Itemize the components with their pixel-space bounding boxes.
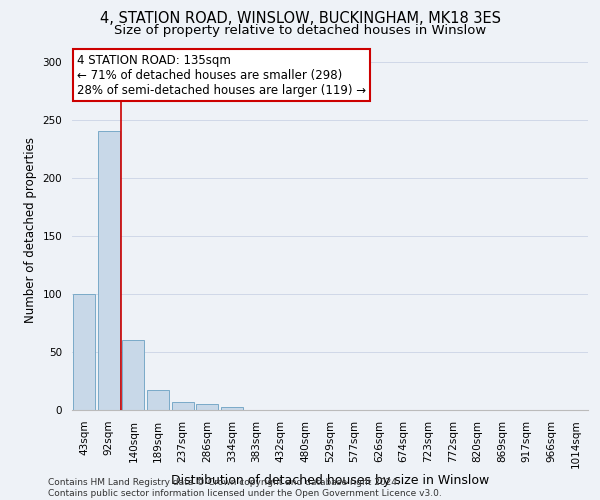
Y-axis label: Number of detached properties: Number of detached properties	[24, 137, 37, 323]
Bar	[221, 406, 243, 410]
Bar	[122, 340, 145, 410]
X-axis label: Distribution of detached houses by size in Winslow: Distribution of detached houses by size …	[171, 474, 489, 487]
Bar	[73, 294, 95, 410]
Bar	[172, 402, 194, 410]
Text: 4, STATION ROAD, WINSLOW, BUCKINGHAM, MK18 3ES: 4, STATION ROAD, WINSLOW, BUCKINGHAM, MK…	[100, 11, 500, 26]
Bar	[196, 404, 218, 410]
Text: Size of property relative to detached houses in Winslow: Size of property relative to detached ho…	[114, 24, 486, 37]
Bar	[147, 390, 169, 410]
Text: Contains HM Land Registry data © Crown copyright and database right 2024.
Contai: Contains HM Land Registry data © Crown c…	[48, 478, 442, 498]
Text: 4 STATION ROAD: 135sqm
← 71% of detached houses are smaller (298)
28% of semi-de: 4 STATION ROAD: 135sqm ← 71% of detached…	[77, 54, 366, 96]
Bar	[98, 132, 120, 410]
